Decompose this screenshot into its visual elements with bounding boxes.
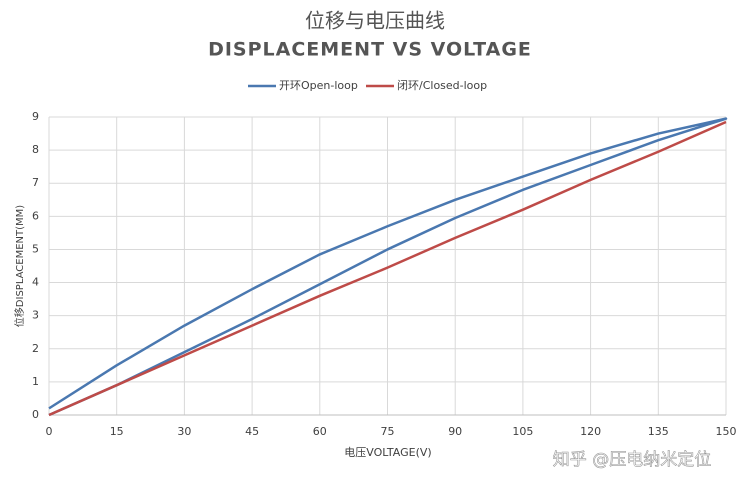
chart-title: 位移与电压曲线 [305, 9, 445, 33]
y-axis-label: 位移DISPLACEMENT(MM) [13, 205, 26, 327]
y-tick-label: 8 [32, 143, 39, 156]
x-tick-label: 0 [46, 425, 53, 438]
data-line [48, 120, 727, 417]
chart-subtitle: DISPLACEMENT VS VOLTAGE [208, 39, 532, 61]
y-tick-label: 5 [32, 242, 39, 255]
y-tick-label: 4 [32, 276, 39, 289]
y-tick-label: 7 [32, 176, 39, 189]
x-tick-label: 45 [245, 425, 259, 438]
x-axis-label: 电压VOLTAGE(V) [344, 446, 431, 459]
y-tick-label: 6 [32, 209, 39, 222]
y-tick-label: 3 [32, 309, 39, 322]
data-line [48, 117, 728, 417]
x-tick-label: 15 [110, 425, 124, 438]
y-tick-label: 2 [32, 342, 39, 355]
legend-label: 开环Open-loop [279, 79, 358, 92]
x-tick-label: 105 [512, 425, 533, 438]
x-tick-label: 135 [648, 425, 669, 438]
y-tick-label: 9 [32, 110, 39, 123]
legend-label: 闭环/Closed-loop [397, 79, 487, 92]
y-tick-label: 0 [32, 408, 39, 421]
x-tick-label: 120 [580, 425, 601, 438]
y-tick-label: 1 [32, 375, 39, 388]
watermark: 知乎 @压电纳米定位 [553, 450, 711, 470]
x-tick-label: 30 [177, 425, 191, 438]
x-tick-label: 60 [313, 425, 327, 438]
x-tick-label: 75 [381, 425, 395, 438]
x-tick-label: 150 [716, 425, 737, 438]
x-tick-label: 90 [448, 425, 462, 438]
